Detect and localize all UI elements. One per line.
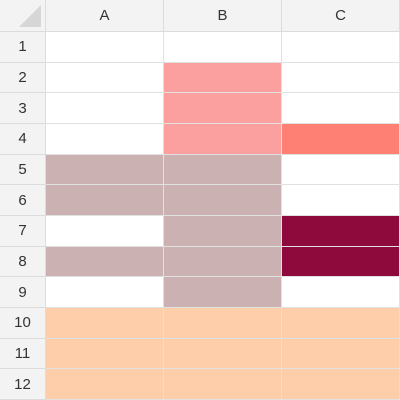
cell-b9[interactable] [164,277,282,308]
cell-a7[interactable] [46,215,164,247]
row-header-1[interactable]: 1 [0,32,46,63]
cell-b6[interactable] [164,185,282,216]
cell-a4[interactable] [46,123,164,155]
cell-a10[interactable] [46,307,164,339]
cell-a11[interactable] [46,338,164,370]
row-header-4[interactable]: 4 [0,123,46,155]
select-all-triangle-icon [19,5,41,27]
row-header-12[interactable]: 12 [0,369,46,400]
cell-b8[interactable] [164,246,282,278]
cell-c8[interactable] [282,246,400,278]
cell-a12[interactable] [46,369,164,400]
cell-a3[interactable] [46,93,164,124]
cell-b4[interactable] [164,123,282,155]
cell-c11[interactable] [282,338,400,370]
cell-c2[interactable] [282,62,400,94]
cell-c7[interactable] [282,215,400,247]
cell-c4[interactable] [282,123,400,155]
cell-b3[interactable] [164,93,282,124]
cell-a9[interactable] [46,277,164,308]
select-all-corner[interactable] [0,0,46,32]
cell-c5[interactable] [282,154,400,186]
cell-a6[interactable] [46,185,164,216]
column-header-b[interactable]: B [164,0,282,32]
cell-b1[interactable] [164,32,282,63]
cell-b12[interactable] [164,369,282,400]
cell-a8[interactable] [46,246,164,278]
cell-b11[interactable] [164,338,282,370]
row-header-3[interactable]: 3 [0,93,46,124]
row-header-5[interactable]: 5 [0,154,46,186]
cell-b5[interactable] [164,154,282,186]
cell-a1[interactable] [46,32,164,63]
row-header-11[interactable]: 11 [0,338,46,370]
row-header-2[interactable]: 2 [0,62,46,94]
cell-c1[interactable] [282,32,400,63]
row-header-6[interactable]: 6 [0,185,46,216]
row-header-10[interactable]: 10 [0,307,46,339]
cell-c12[interactable] [282,369,400,400]
cell-c10[interactable] [282,307,400,339]
row-header-9[interactable]: 9 [0,277,46,308]
cell-b10[interactable] [164,307,282,339]
row-header-8[interactable]: 8 [0,246,46,278]
cell-c3[interactable] [282,93,400,124]
cell-b7[interactable] [164,215,282,247]
column-header-a[interactable]: A [46,0,164,32]
column-header-c[interactable]: C [282,0,400,32]
row-header-7[interactable]: 7 [0,215,46,247]
cell-b2[interactable] [164,62,282,94]
cell-c6[interactable] [282,185,400,216]
cell-c9[interactable] [282,277,400,308]
cell-a5[interactable] [46,154,164,186]
cell-a2[interactable] [46,62,164,94]
